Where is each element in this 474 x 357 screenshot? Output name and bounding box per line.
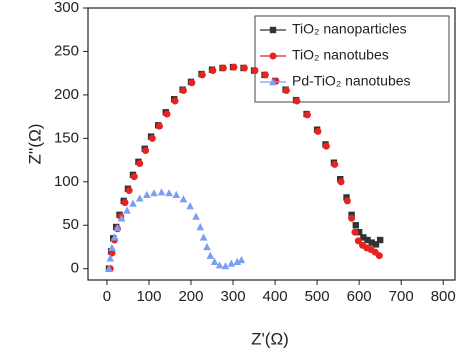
y-tick-label: 50	[62, 216, 79, 233]
point	[343, 194, 350, 201]
point	[282, 87, 290, 95]
point	[198, 71, 206, 79]
y-tick-label: 250	[54, 42, 79, 59]
point	[186, 202, 194, 210]
point	[125, 186, 133, 194]
point	[188, 79, 196, 87]
point	[117, 214, 126, 222]
point	[261, 71, 269, 79]
point	[352, 222, 359, 229]
series	[105, 188, 246, 272]
point	[142, 147, 150, 155]
point	[368, 239, 375, 246]
point	[129, 199, 137, 207]
point	[221, 262, 230, 270]
y-tick-label: 0	[71, 260, 79, 277]
point	[355, 229, 363, 236]
x-tick-label: 0	[103, 288, 111, 305]
point	[135, 194, 144, 202]
point	[237, 256, 246, 264]
point	[375, 252, 383, 260]
y-tick-label: 200	[54, 86, 79, 103]
point	[179, 87, 187, 95]
point	[372, 241, 380, 248]
point	[364, 236, 371, 244]
x-tick-label: 500	[305, 288, 330, 305]
point	[143, 190, 151, 199]
point	[219, 64, 227, 72]
point	[157, 188, 166, 196]
point	[351, 228, 359, 236]
y-axis-label: Z''(Ω)	[25, 124, 44, 165]
point	[121, 199, 129, 207]
point	[203, 242, 211, 251]
x-axis-label: Z'(Ω)	[251, 329, 289, 348]
point	[354, 237, 362, 245]
point	[210, 257, 219, 265]
point	[209, 67, 217, 75]
legend-marker	[269, 78, 277, 86]
point	[215, 261, 224, 269]
point	[303, 111, 311, 119]
point	[163, 110, 171, 118]
x-tick-label: 700	[389, 288, 414, 305]
point	[348, 214, 356, 222]
point	[360, 234, 367, 241]
point	[110, 233, 119, 241]
point	[376, 236, 384, 244]
legend-marker	[269, 52, 277, 60]
point	[192, 212, 200, 220]
point	[227, 259, 236, 267]
y-tick-label: 300	[54, 0, 79, 16]
x-tick-label: 200	[178, 288, 203, 305]
point	[171, 97, 179, 105]
point	[196, 222, 205, 231]
point	[106, 254, 115, 262]
plot-frame	[87, 7, 456, 281]
point	[105, 264, 113, 272]
point	[251, 67, 259, 75]
point	[108, 243, 116, 252]
point	[123, 206, 131, 214]
point	[314, 127, 322, 135]
x-tick-label: 300	[221, 288, 246, 305]
legend-label: Pd-TiO₂ nanotubes	[292, 73, 411, 89]
y-tick-label: 150	[54, 129, 79, 146]
point	[155, 122, 163, 130]
point	[150, 189, 158, 197]
x-tick-label: 400	[263, 288, 288, 305]
x-tick-label: 800	[431, 288, 456, 305]
point	[148, 134, 156, 142]
x-tick-label: 100	[136, 288, 161, 305]
point	[337, 178, 345, 186]
x-tick-label: 600	[347, 288, 372, 305]
point	[113, 223, 122, 232]
point	[343, 197, 351, 205]
legend-label: TiO₂ nanoparticles	[292, 21, 407, 37]
point	[136, 160, 144, 168]
legend-marker	[269, 26, 277, 34]
point	[293, 97, 301, 105]
point	[206, 251, 215, 259]
y-tick-label: 100	[54, 173, 79, 190]
point	[331, 160, 339, 168]
point	[240, 64, 248, 72]
point	[322, 142, 330, 150]
point	[230, 63, 238, 71]
point	[165, 189, 173, 197]
point	[130, 173, 138, 181]
point	[179, 195, 188, 203]
point	[172, 190, 181, 199]
point	[199, 233, 208, 241]
legend-label: TiO₂ nanotubes	[292, 47, 389, 63]
